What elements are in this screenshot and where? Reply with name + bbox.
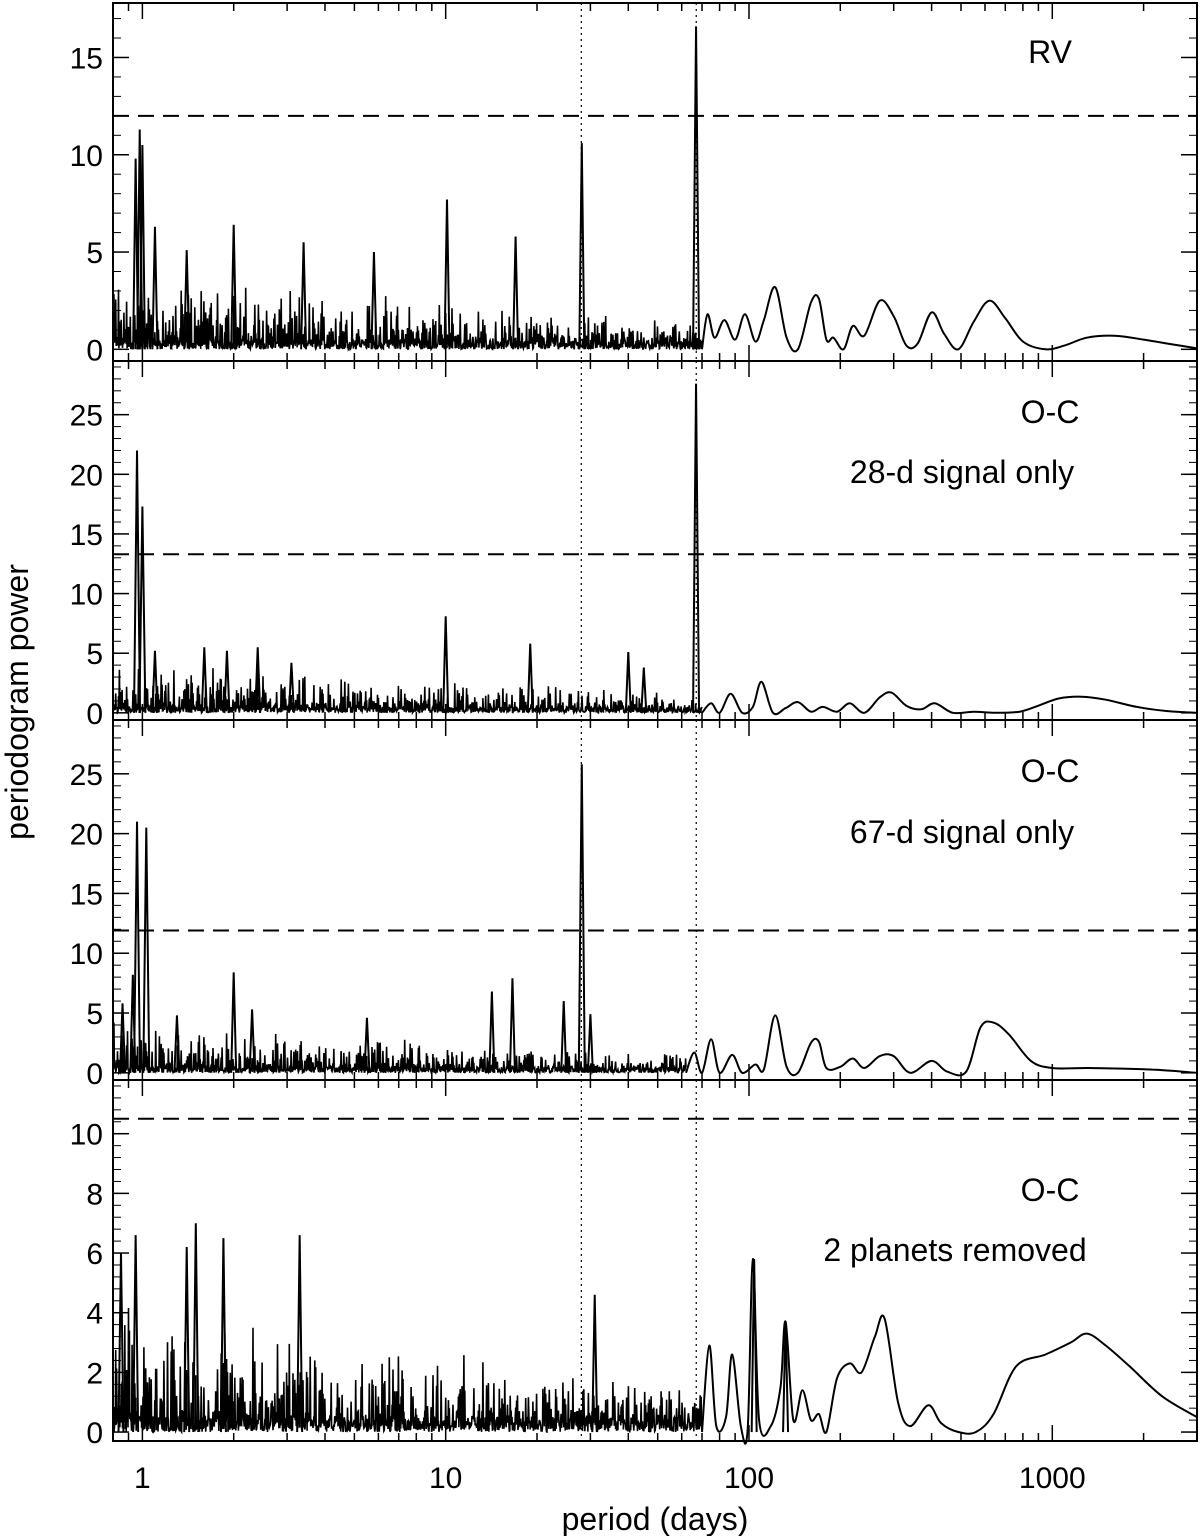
periodogram-peak <box>640 667 648 713</box>
periodogram-peak <box>230 972 238 1073</box>
panel-sublabel: 67-d signal only <box>850 814 1074 850</box>
periodogram-peak <box>508 978 516 1073</box>
x-tick-label: 1000 <box>1019 1462 1086 1495</box>
periodogram-peak <box>526 643 534 713</box>
periodogram-peak <box>300 242 308 350</box>
panel-2: 0 5 10 15 20 25 O-C 28-d signal only <box>70 360 1198 731</box>
periodogram-peak <box>151 650 159 713</box>
y-tick-label: 25 <box>70 400 103 433</box>
panel-label: RV <box>1028 34 1073 70</box>
periodogram-peak <box>138 145 146 350</box>
periodogram-smooth-trace <box>701 680 1198 716</box>
y-tick-label: 2 <box>86 1357 103 1390</box>
periodogram-noise-trace <box>112 286 703 353</box>
y-tick-label: 6 <box>86 1238 103 1271</box>
periodogram-peak <box>142 827 151 1073</box>
periodogram-peak <box>151 226 159 350</box>
x-tick-label: 100 <box>724 1462 774 1495</box>
y-tick-label: 0 <box>86 1058 103 1091</box>
y-tick-label: 5 <box>86 237 103 270</box>
periodogram-peak <box>200 647 208 713</box>
periodogram-peak <box>133 821 142 1073</box>
periodogram-peak <box>132 1235 140 1433</box>
periodogram-smooth-trace <box>685 1014 1198 1077</box>
panel-sublabel: 2 planets removed <box>823 1232 1086 1268</box>
y-tick-label: 4 <box>86 1298 103 1331</box>
x-tick-label: 1 <box>134 1462 151 1495</box>
y-tick-label: 20 <box>70 459 103 492</box>
periodogram-peak <box>219 1238 227 1433</box>
panel-sublabel: 28-d signal only <box>850 454 1074 490</box>
panel-1: 0 5 10 15 RV <box>70 2 1198 367</box>
periodogram-noise-trace <box>112 1022 687 1076</box>
y-tick-label: 15 <box>70 519 103 552</box>
periodogram-noise-trace <box>112 668 703 716</box>
y-axis-label: periodogram power <box>0 564 35 840</box>
periodogram-peak <box>586 1014 594 1073</box>
x-tick-label: 10 <box>429 1462 462 1495</box>
panel-4: 0 2 4 6 8 10 O-C 2 planets removed <box>70 1079 1198 1450</box>
periodogram-peak <box>624 651 632 713</box>
periodogram-smooth-trace <box>701 1257 1198 1445</box>
panel-label: O-C <box>1021 1172 1080 1208</box>
y-tick-label: 0 <box>86 334 103 367</box>
periodogram-peak <box>442 616 450 713</box>
panel-frame <box>112 1079 1198 1442</box>
y-tick-label: 0 <box>86 698 103 731</box>
periodogram-peak <box>560 1001 568 1073</box>
periodogram-noise-trace <box>112 1307 703 1435</box>
y-tick-label: 15 <box>70 42 103 75</box>
periodogram-smooth-trace <box>701 286 1198 353</box>
periodogram-peak <box>173 1015 181 1073</box>
periodogram-peak <box>254 647 262 713</box>
periodogram-peak <box>230 224 238 350</box>
periodogram-peak <box>578 143 586 350</box>
y-tick-label: 10 <box>70 579 103 612</box>
y-tick-label: 15 <box>70 878 103 911</box>
y-tick-label: 10 <box>70 1119 103 1152</box>
y-tick-label: 20 <box>70 819 103 852</box>
y-tick-label: 10 <box>70 140 103 173</box>
periodogram-peak <box>133 450 142 713</box>
periodogram-peak <box>370 252 378 350</box>
periodogram-peak <box>750 1258 758 1433</box>
periodogram-peak <box>183 250 191 350</box>
periodogram-peak <box>577 764 586 1073</box>
y-tick-label: 5 <box>86 998 103 1031</box>
periodogram-peak <box>119 1003 127 1073</box>
periodogram-peak <box>692 26 701 350</box>
periodogram-peak <box>443 199 451 350</box>
panel-label: O-C <box>1021 394 1080 430</box>
panel-3: 0 5 10 15 20 25 O-C 67-d signal only <box>70 719 1198 1091</box>
y-tick-label: 8 <box>86 1178 103 1211</box>
periodogram-peak <box>192 1223 200 1433</box>
periodogram-peak <box>692 383 701 713</box>
y-tick-label: 0 <box>86 1417 103 1450</box>
x-axis-label: period (days) <box>562 1501 749 1536</box>
periodogram-peak <box>591 1294 599 1433</box>
y-tick-label: 25 <box>70 759 103 792</box>
periodogram-peak <box>248 1009 256 1073</box>
panel-label: O-C <box>1021 753 1080 789</box>
periodogram-peak <box>138 506 147 713</box>
periodogram-peak <box>117 1253 125 1433</box>
periodogram-peak <box>296 1235 304 1433</box>
y-tick-label: 5 <box>86 638 103 671</box>
periodogram-peak <box>183 1247 191 1433</box>
periodogram-peak <box>512 236 520 350</box>
y-tick-label: 10 <box>70 938 103 971</box>
periodogram-peak <box>363 1017 371 1073</box>
periodogram-peak <box>287 662 295 713</box>
periodogram-peak <box>223 650 231 713</box>
periodogram-peak <box>488 991 496 1073</box>
